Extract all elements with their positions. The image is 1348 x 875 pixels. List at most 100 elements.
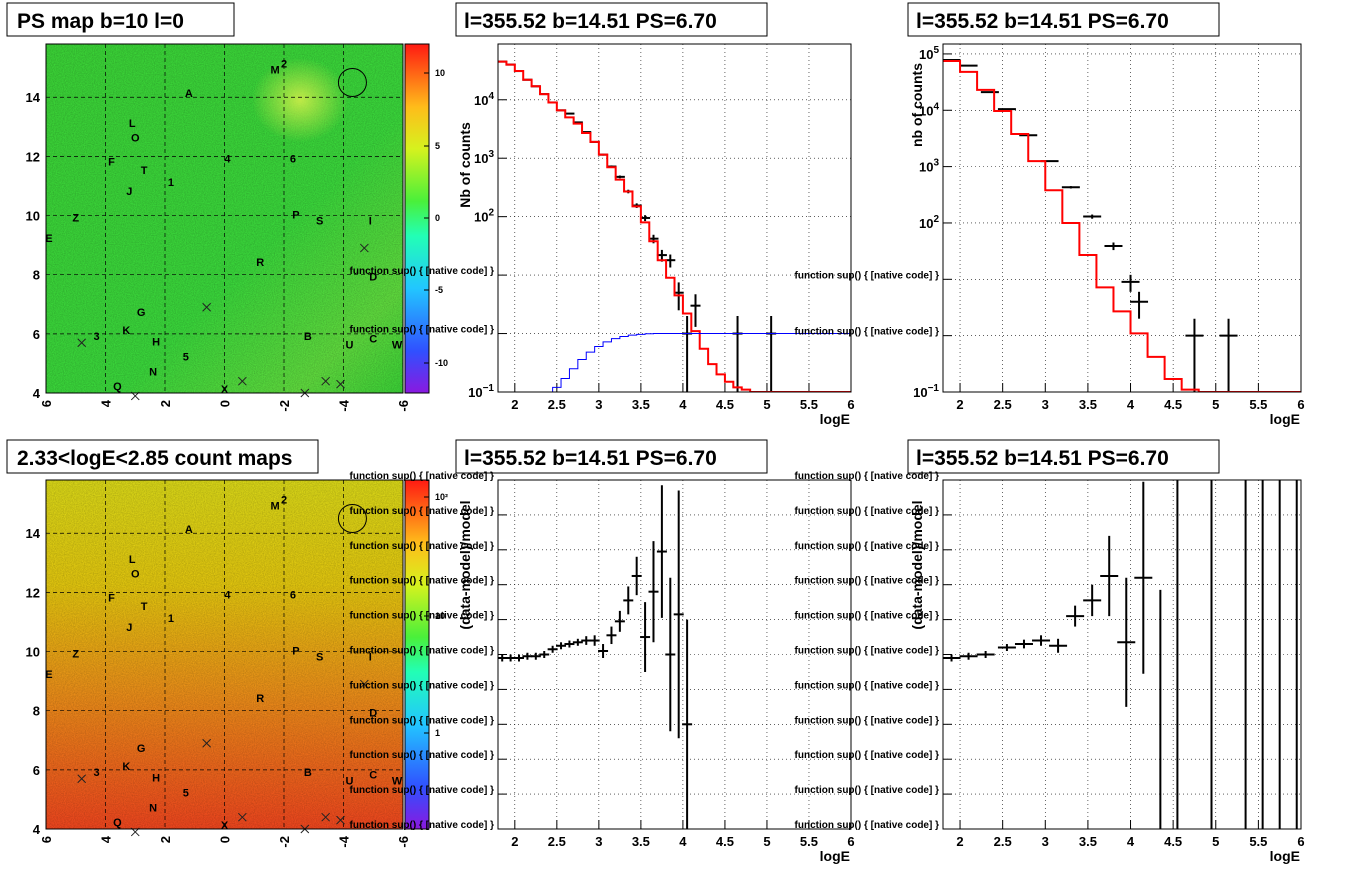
source-label: T [141, 165, 148, 177]
source-label: J [126, 186, 132, 198]
xlabel-p2: logE [820, 411, 850, 427]
source-label: B [304, 331, 312, 343]
count-map-frame [45, 479, 404, 830]
x-tick-label: 5.5 [800, 834, 818, 849]
colorbar-label: 5 [435, 141, 440, 151]
y-tick-label: function sup() { [native code] } [795, 750, 940, 761]
map-y-tick: 10 [26, 645, 40, 660]
y-tick-label: function sup() { [native code] } [350, 576, 495, 587]
y-tick-label: function sup() { [native code] } [350, 266, 495, 277]
x-tick-label: 2 [956, 397, 963, 412]
x-tick-label: 3 [595, 397, 602, 412]
target-circle [337, 503, 367, 533]
title-box-p6 [907, 439, 1220, 474]
source-label: S [316, 651, 323, 663]
cross-marker [77, 338, 87, 348]
cross-marker [237, 812, 247, 822]
ylabel-p5: (data-model)/model [457, 500, 473, 629]
map-x-tick: -4 [337, 835, 352, 847]
plot-frame [497, 479, 852, 830]
source-label: C [369, 770, 377, 782]
residual-panel-2: l=355.52 b=14.51 PS=6.70 (data-model)/mo… [795, 439, 1305, 864]
cross-marker [202, 738, 212, 748]
map-x-tick: 4 [99, 399, 114, 407]
y-tick-label: function sup() { [native code] } [350, 611, 495, 622]
count-colorbar-frame [404, 479, 430, 830]
x-tick-label: 3.5 [632, 834, 650, 849]
title-p3: l=355.52 b=14.51 PS=6.70 [916, 10, 1169, 33]
source-label: C [369, 334, 377, 346]
source-label: J [126, 622, 132, 634]
count-colorbar [405, 480, 429, 829]
xlabel-p5: logE [820, 848, 850, 864]
title-p4: 2.33<logE<2.85 count maps [17, 447, 292, 470]
y-tick-label: function sup() { [native code] } [350, 471, 495, 482]
source-label: L [129, 118, 136, 130]
plot-body [943, 480, 1298, 829]
count-map-grid [46, 480, 403, 829]
y-tick-label: function sup() { [native code] } [795, 715, 940, 726]
title-p5: l=355.52 b=14.51 PS=6.70 [464, 447, 717, 470]
x-tick-label: 5 [1212, 397, 1219, 412]
ps-map-hotspot [252, 58, 348, 142]
source-label: 4 [224, 589, 231, 601]
x-tick-label: 5 [1212, 834, 1219, 849]
source-label: P [292, 646, 299, 658]
map-y-tick: 4 [33, 386, 41, 401]
spectrum-panel-1: l=355.52 b=14.51 PS=6.70 Nb of counts lo… [350, 2, 855, 427]
cross-marker [237, 376, 247, 386]
y-tick-label: 102 [474, 208, 494, 225]
title-p2: l=355.52 b=14.51 PS=6.70 [464, 10, 717, 33]
spectrum-panel-2: l=355.52 b=14.51 PS=6.70 nb of counts lo… [795, 2, 1305, 427]
x-tick-label: 3.5 [632, 397, 650, 412]
cross-marker [336, 379, 345, 389]
source-label: M [270, 65, 279, 77]
source-label: N [149, 802, 157, 814]
y-tick-label: function sup() { [native code] } [795, 541, 940, 552]
cross-marker [321, 376, 331, 386]
source-label: Q [113, 381, 122, 393]
colorbar-label: 10 [435, 611, 445, 621]
xlabel-p3: logE [1270, 411, 1300, 427]
source-label: 3 [94, 331, 100, 343]
y-tick-label: function sup() { [native code] } [795, 611, 940, 622]
source-label: 3 [94, 767, 100, 779]
target-circle [337, 67, 367, 97]
count-colorbar-ticks: 10² 10 1 [424, 492, 448, 738]
map-x-tick: 0 [218, 400, 233, 407]
x-tick-label: 2.5 [548, 834, 566, 849]
source-label: K [122, 761, 130, 773]
source-label: U [345, 340, 353, 352]
model-red-line [498, 60, 851, 392]
title-box-p1 [6, 2, 235, 37]
map-x-tick: 6 [39, 836, 54, 843]
x-tick-label: 2.5 [994, 397, 1012, 412]
y-tick-label: function sup() { [native code] } [350, 820, 495, 831]
source-label: W [392, 776, 403, 788]
ps-map-sources: M 2 A LO 4 6 F T 1 J Z P S I E R D G 3 K H B U C W 5 N Q X [45, 59, 403, 401]
x-tick-label: 4 [1127, 834, 1135, 849]
y-tick-label: function sup() { [native code] } [795, 270, 940, 281]
map-x-tick: 2 [158, 836, 173, 843]
y-tick-label: function sup() { [native code] } [795, 471, 940, 482]
ylabel-p6: (data-model)/model [909, 500, 925, 629]
residual-panel-1: l=355.52 b=14.51 PS=6.70 (data-model)/mo… [350, 439, 855, 864]
map-x-tick: 4 [99, 835, 114, 843]
plot-body [498, 485, 693, 829]
cross-marker [359, 243, 369, 253]
xlabel-p6: logE [1270, 848, 1300, 864]
title-box-p4 [6, 439, 319, 474]
y-tick-label: 103 [474, 149, 494, 166]
cross-marker [77, 774, 87, 784]
plot-frame [942, 479, 1302, 830]
x-tick-label: 2.5 [994, 834, 1012, 849]
count-map-sources: M 2 A LO 4 6 F T 1 J Z P S I E R D G 3 K H B U C W 5 N Q X [45, 495, 403, 837]
source-label: P [292, 210, 299, 222]
x-tick-label: 3 [1042, 834, 1049, 849]
y-tick-label: function sup() { [native code] } [795, 646, 940, 657]
y-tick-label: 103 [919, 158, 939, 175]
source-label: F [108, 592, 115, 604]
colorbar-label: 10 [435, 68, 445, 78]
map-y-tick: 8 [33, 268, 40, 283]
